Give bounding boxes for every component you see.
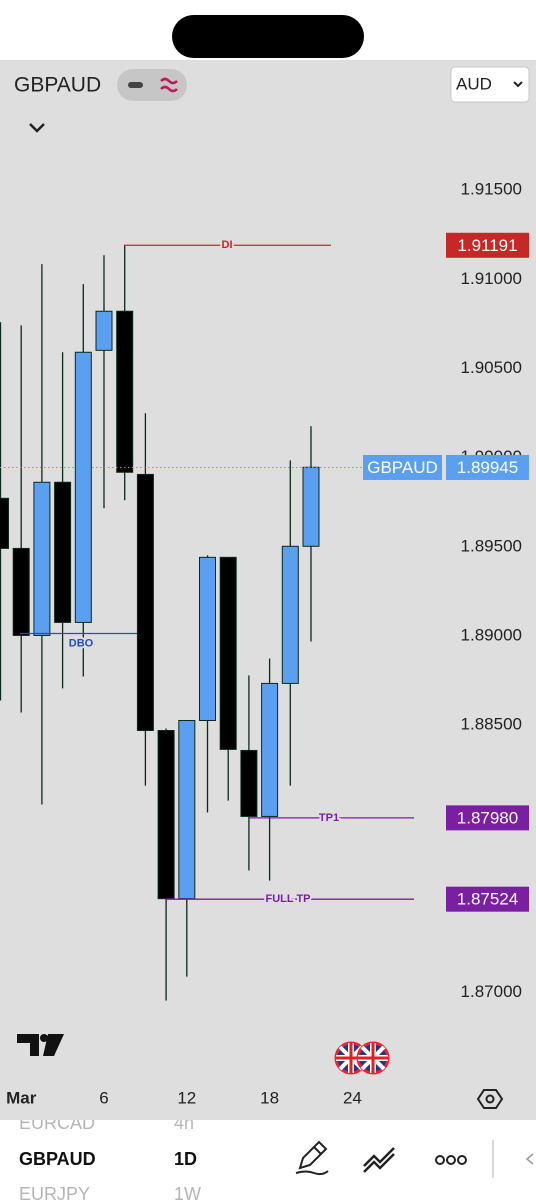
lines-tool[interactable] xyxy=(363,1147,395,1173)
candle-body xyxy=(95,310,113,351)
toggle-pill xyxy=(117,69,187,101)
y-tick-label: 1.91000 xyxy=(461,269,522,288)
watchlist: EURCAD 4h GBPAUD 1D EURJPY 1W xyxy=(19,1113,201,1200)
x-tick-label: Mar xyxy=(6,1088,37,1107)
candle-body xyxy=(281,545,299,684)
currency-flags xyxy=(334,1041,390,1075)
currency-select[interactable]: AUD xyxy=(450,66,530,103)
price-line-label: TP1 xyxy=(319,812,339,824)
y-tick-label: 1.91500 xyxy=(461,180,522,199)
candle-body xyxy=(74,351,92,623)
candle-body xyxy=(0,497,9,549)
select-box xyxy=(450,66,530,103)
price-badge xyxy=(446,454,529,480)
toggle-wave xyxy=(160,77,178,93)
camera-notch xyxy=(172,15,364,58)
watchlist-interval: 1W xyxy=(174,1184,201,1200)
watchlist-interval: 4h xyxy=(174,1113,194,1133)
symbol-badge xyxy=(363,454,442,480)
y-tick-label: 1.90500 xyxy=(461,358,522,377)
price-badge xyxy=(446,805,529,831)
price-line-label: DI xyxy=(222,239,233,251)
logo-v xyxy=(43,1034,64,1056)
watchlist-symbol[interactable]: EURJPY xyxy=(19,1184,90,1200)
candle-body xyxy=(199,556,216,722)
symbol-badge-label: GBPAUD xyxy=(367,458,438,477)
x-axis: Mar 6 12 18 24 xyxy=(6,1088,362,1107)
candle-body xyxy=(261,682,279,817)
price-badge-label: 1.89945 xyxy=(457,458,518,477)
collapse-arrow[interactable] xyxy=(525,1153,534,1165)
logo-dot xyxy=(40,1034,48,1042)
candle-body xyxy=(219,556,237,750)
logo-t xyxy=(17,1034,39,1056)
candle-body xyxy=(33,481,51,636)
select-chevron xyxy=(513,81,523,88)
price-line-label: DBO xyxy=(69,637,94,649)
candle-body xyxy=(302,466,320,547)
more-button[interactable] xyxy=(435,1155,467,1165)
watchlist-interval: 1D xyxy=(174,1149,197,1169)
candle-body xyxy=(157,729,175,900)
x-tick-label: 12 xyxy=(177,1088,196,1107)
candle-body xyxy=(178,720,196,900)
watchlist-symbol[interactable]: EURCAD xyxy=(19,1113,95,1133)
flag xyxy=(356,1041,390,1075)
y-tick-label: 1.88500 xyxy=(461,715,522,734)
candle-body xyxy=(54,481,72,623)
toggle-dash xyxy=(128,82,143,88)
tradingview-logo[interactable] xyxy=(17,1034,64,1056)
expand-chevron[interactable] xyxy=(29,123,45,133)
price-badge xyxy=(446,886,529,912)
y-tick-label: 1.89000 xyxy=(461,625,522,644)
draw-tool[interactable] xyxy=(295,1140,329,1176)
currency-label: AUD xyxy=(456,74,492,93)
candle-body xyxy=(12,547,30,636)
mode-toggle[interactable] xyxy=(117,69,187,101)
symbol-title[interactable]: GBPAUD xyxy=(14,74,101,97)
candle-body xyxy=(136,473,154,731)
watchlist-symbol[interactable]: GBPAUD xyxy=(19,1149,96,1169)
y-tick-label: 1.87000 xyxy=(461,982,522,1001)
candle-body xyxy=(240,749,258,817)
price-badge-label: 1.91191 xyxy=(457,236,517,255)
overlays: DI 1.91191 DBO TP1 1.87980 FULL TP 1.87524 GBPA… xyxy=(0,232,529,912)
plot xyxy=(0,245,320,1001)
x-tick-label: 24 xyxy=(343,1088,362,1107)
price-line-label: FULL TP xyxy=(265,893,310,905)
candle-body xyxy=(116,310,134,473)
x-tick-label: 18 xyxy=(260,1088,279,1107)
y-tick-label: 1.89500 xyxy=(461,536,522,555)
price-badge xyxy=(446,232,529,258)
settings-button[interactable] xyxy=(476,1089,504,1109)
price-badge-label: 1.87524 xyxy=(457,890,518,909)
x-tick-label: 6 xyxy=(99,1088,108,1107)
price-badge-label: 1.87980 xyxy=(457,808,518,827)
